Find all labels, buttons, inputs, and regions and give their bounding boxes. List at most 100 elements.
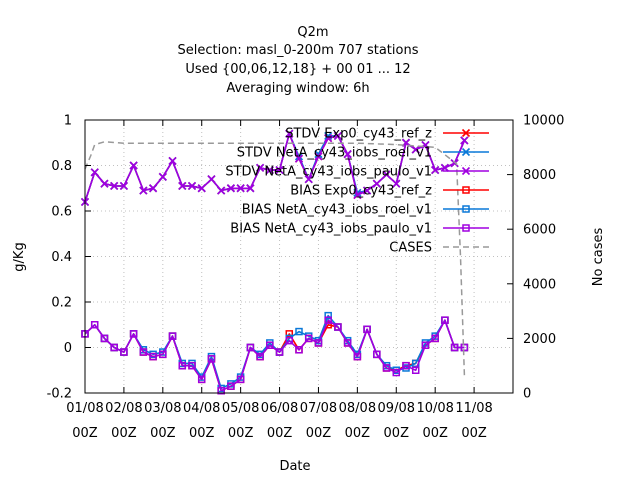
x-tick-label: 02/08 [105,401,142,416]
chart-subtitle-line-2: Used {00,06,12,18} + 00 01 ... 12 [185,62,410,77]
data-point [129,161,138,170]
legend-item-4: BIAS NetA_cy43_iobs_roel_v1 [242,203,489,218]
x-tick-label: 00Z [150,426,176,441]
y-tick-label: 0.8 [51,159,72,174]
legend-label: STDV NetA_cy43_iobs_paulo_v1 [225,165,432,180]
series-line [84,141,466,376]
y2-tick-label: 8000 [523,168,556,183]
data-point [139,348,148,356]
grid [85,120,513,393]
data-point [295,346,303,354]
y-tick-label: -0.2 [47,387,72,402]
axes: 01/08 00Z 02/08 00Z 03/08 00Z 04/08 00Z 05/08 00Z… [47,114,565,442]
x-tick-label: 03/08 [144,401,181,416]
data-point [120,348,128,356]
x-axis-label: Date [279,459,310,474]
series-line [84,319,465,392]
data-point [460,136,469,145]
data-point [411,145,420,154]
series-6 [84,141,466,376]
data-point [382,170,391,179]
legend-marker [461,166,471,176]
data-point [353,352,362,361]
data-point [226,184,235,193]
x-tick-label: 10/08 [416,401,453,416]
data-point [100,334,109,343]
data-point [187,181,197,191]
y-tick-label: 1 [64,114,72,129]
data-point [314,339,323,347]
y-tick-label: 0.4 [51,250,72,265]
data-point [324,316,332,324]
data-point [159,350,167,359]
data-point [314,152,323,161]
data-point [256,163,265,172]
legend-label: BIAS NetA_cy43_iobs_paulo_v1 [230,222,432,237]
legend-label: STDV NetA_cy43_iobs_roel_v1 [237,146,432,161]
data-point [246,184,255,193]
x-tick-label: 01/08 [66,401,103,416]
y-tick-label: 0.6 [51,205,72,220]
legend-label: BIAS Exp0_cy43_ref_z [290,184,432,199]
x-tick-label: 00Z [461,426,487,441]
data-point [294,154,304,163]
data-point [227,382,235,390]
legend-item-1: STDV NetA_cy43_iobs_roel_v1 [237,146,489,161]
data-point [100,179,109,188]
data-point [265,165,274,175]
data-point [431,165,440,175]
data-point [236,375,245,384]
x-tick-label: 04/08 [183,401,220,416]
data-point [129,330,138,338]
chart-subtitle-line-1: Selection: masl_0-200m 707 stations [178,43,419,58]
legend-item-5: BIAS NetA_cy43_iobs_paulo_v1 [230,222,489,237]
y2-tick-label: 4000 [523,277,556,292]
y2-tick-label: 2000 [523,332,556,347]
data-point [450,343,459,352]
legend-marker [462,224,470,232]
data-point [363,186,372,195]
x-tick-label: 00Z [306,426,332,441]
data-point [158,172,167,181]
data-point [110,181,119,191]
series-5 [81,316,469,395]
legend-marker [461,147,471,157]
data-point [178,361,187,370]
data-point [236,184,245,193]
data-point [295,327,303,336]
legend-label: BIAS NetA_cy43_iobs_roel_v1 [242,203,432,218]
data-point [304,334,313,343]
data-point [266,341,274,349]
data-point [285,336,294,345]
x-tick-label: 00Z [384,426,410,441]
series-2 [80,129,469,206]
data-point [382,364,391,372]
data-point [431,334,439,343]
data-point [392,179,401,188]
x-tick-label: 09/08 [378,401,415,416]
data-point [421,341,430,349]
y2-tick-label: 10000 [523,114,564,129]
data-point [197,184,206,193]
legend-label: STDV Exp0_cy43_ref_z [285,127,432,142]
data-point [217,186,226,195]
legend-marker [462,186,470,194]
data-point [90,168,99,177]
legend-item-3: BIAS Exp0_cy43_ref_z [290,184,489,199]
data-point [188,361,196,370]
series-line [84,132,466,203]
data-point [343,150,352,159]
data-point [333,131,342,140]
data-point [275,165,284,175]
legend: STDV Exp0_cy43_ref_z STDV NetA_cy43_iobs_… [225,127,489,256]
y2-axis-label: No cases [591,228,606,287]
data-point [324,134,333,143]
data-point [149,184,158,193]
data-point [402,361,410,370]
data-point [460,343,469,352]
x-tick-label: 00Z [189,426,215,441]
chart-subtitle-line-3: Averaging window: 6h [226,81,369,96]
x-tick-label: 00Z [267,426,293,441]
